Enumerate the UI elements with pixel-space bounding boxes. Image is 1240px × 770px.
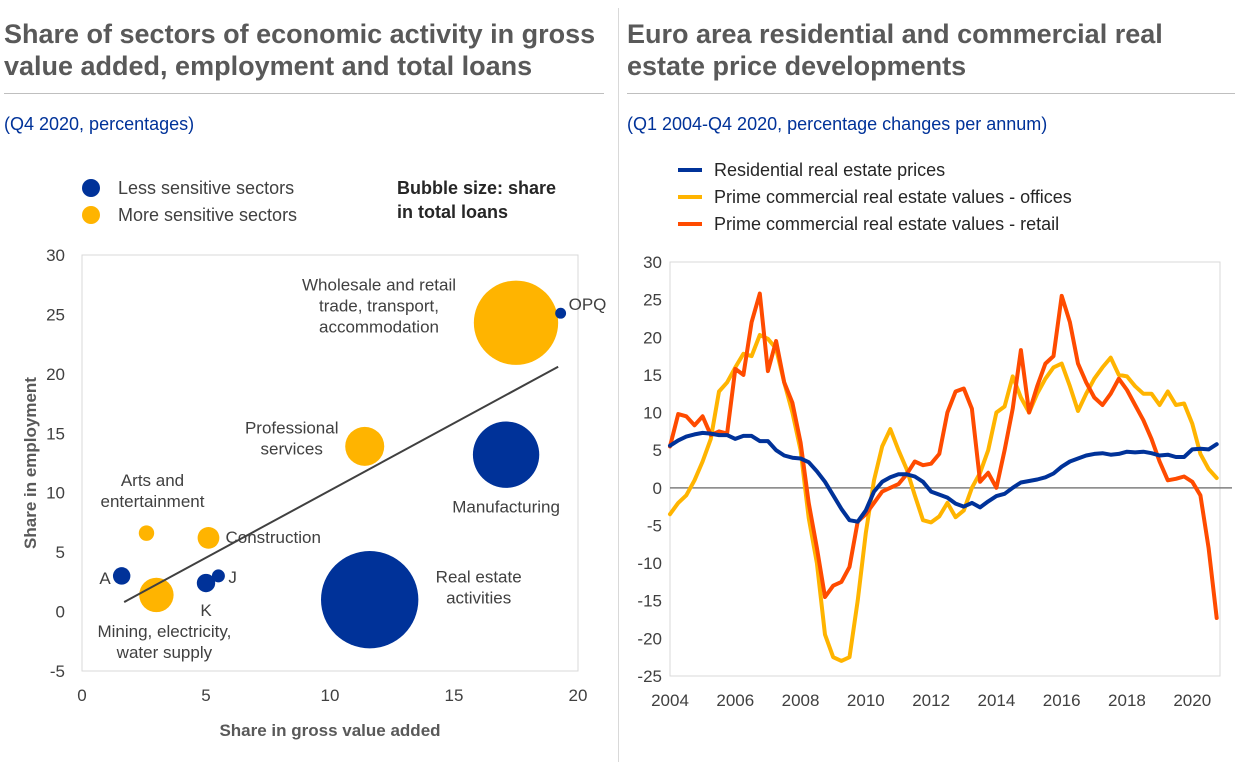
- left-title-line-2: value added, employment and total loans: [4, 51, 533, 81]
- line-x-tick-label: 2008: [782, 691, 820, 710]
- legend-label-less-sensitive: Less sensitive sectors: [118, 178, 294, 198]
- bubble-y-tick-label: -5: [50, 662, 65, 681]
- right-title-line-2: estate price developments: [627, 51, 967, 81]
- bubble-label: Manufacturing: [452, 498, 560, 517]
- right-title-rule: [627, 93, 1235, 94]
- series-line-residential: [668, 430, 1219, 524]
- bubble-j: [211, 569, 225, 583]
- right-title-line-1: Euro area residential and commercial rea…: [627, 19, 1163, 49]
- bubble-construction: [197, 526, 220, 549]
- bubble-trendline: [123, 365, 559, 603]
- bubble-label: K: [200, 601, 212, 620]
- bubble-k: [196, 573, 216, 593]
- bubble-label: OPQ: [569, 295, 607, 314]
- bubble-label: Wholesale and retail trade, transport, acc…: [302, 276, 456, 337]
- series-line-retail: [668, 291, 1219, 620]
- bubble-plot-area: [81, 254, 579, 672]
- bubble-y-tick-label: 5: [56, 543, 65, 562]
- line-y-tick-label: 10: [643, 404, 662, 423]
- bubble-x-tick-label: 10: [321, 686, 340, 705]
- bubble-professional-services: [345, 426, 385, 466]
- line-y-tick-label: 15: [643, 366, 662, 385]
- legend-label-more-sensitive: More sensitive sectors: [118, 205, 297, 225]
- bubble-label: Arts and entertainment: [101, 471, 205, 511]
- left-chart-title: Share of sectors of economic activity in…: [4, 18, 595, 82]
- bubble-x-tick-label: 5: [201, 686, 210, 705]
- bubble-y-tick-label: 20: [46, 365, 65, 384]
- line-plot-area: [669, 261, 1221, 677]
- bubble-size-note-line-1: Bubble size: share: [397, 178, 556, 198]
- line-x-tick-label: 2010: [847, 691, 885, 710]
- line-x-tick-label: 2012: [912, 691, 950, 710]
- line-x-tick-label: 2016: [1043, 691, 1081, 710]
- legend-label-retail: Prime commercial real estate values - re…: [714, 214, 1059, 234]
- panel-divider: [618, 8, 619, 762]
- bubble-x-axis-label: Share in gross value added: [219, 721, 440, 740]
- left-title-rule: [4, 93, 604, 94]
- bubble-x-tick-label: 15: [445, 686, 464, 705]
- bubble-wholesale-and-retail-trade-transport-accommodation: [473, 280, 559, 365]
- series-line-offices: [668, 333, 1219, 663]
- right-chart-title: Euro area residential and commercial rea…: [627, 18, 1163, 82]
- bubble-real-estate-activities: [320, 551, 419, 649]
- bubble-label: J: [228, 568, 237, 587]
- left-title-line-1: Share of sectors of economic activity in…: [4, 19, 596, 49]
- bubble-opq: [555, 307, 567, 319]
- bubble-label: Mining, electricity, water supply: [97, 622, 231, 662]
- line-y-tick-label: 5: [653, 441, 662, 460]
- line-x-tick-label: 2006: [716, 691, 754, 710]
- bubble-x-tick-label: 20: [569, 686, 588, 705]
- line-y-tick-label: 0: [653, 479, 662, 498]
- line-y-tick-label: 30: [643, 253, 662, 272]
- bubble-y-tick-label: 0: [56, 603, 65, 622]
- bubble-size-note-line-2: in total loans: [397, 202, 508, 222]
- line-x-tick-label: 2018: [1108, 691, 1146, 710]
- line-y-tick-label: 25: [643, 291, 662, 310]
- line-x-tick-label: 2004: [651, 691, 689, 710]
- right-chart-subtitle: (Q1 2004-Q4 2020, percentage changes per…: [627, 114, 1048, 134]
- bubble-y-axis-label: Share in employment: [21, 377, 40, 549]
- bubble-label: Professional services: [245, 418, 339, 458]
- bubble-y-tick-label: 15: [46, 424, 65, 443]
- bubble-x-tick-label: 0: [77, 686, 86, 705]
- line-y-tick-label: -25: [637, 667, 662, 686]
- legend-marker-more-sensitive: [82, 206, 100, 224]
- legend-label-residential: Residential real estate prices: [714, 160, 945, 180]
- line-y-tick-label: 20: [643, 328, 662, 347]
- bubble-y-tick-label: 10: [46, 484, 65, 503]
- line-y-tick-label: -20: [637, 629, 662, 648]
- bubble-y-tick-label: 30: [46, 246, 65, 265]
- bubble-arts-and-entertainment: [138, 525, 155, 541]
- bubble-legend: Less sensitive sectors More sensitive se…: [82, 178, 556, 225]
- line-y-tick-label: -10: [637, 554, 662, 573]
- bubble-chart: Less sensitive sectors More sensitive se…: [21, 178, 607, 740]
- bubble-y-tick-label: 25: [46, 305, 65, 324]
- bubble-label: Real estate activities: [436, 568, 522, 608]
- line-x-tick-label: 2014: [977, 691, 1015, 710]
- bubble-label: A: [99, 569, 111, 588]
- legend-label-offices: Prime commercial real estate values - of…: [714, 187, 1072, 207]
- line-legend: Residential real estate prices Prime comm…: [678, 160, 1072, 234]
- line-y-tick-label: -15: [637, 592, 662, 611]
- bubble-a: [112, 567, 131, 585]
- bubble-mining-electricity-water-supply: [139, 577, 174, 613]
- legend-marker-less-sensitive: [82, 179, 100, 197]
- bubble-label: Construction: [225, 528, 320, 547]
- line-x-tick-label: 2020: [1173, 691, 1211, 710]
- bubble-manufacturing: [472, 421, 540, 488]
- line-y-tick-label: -5: [647, 516, 662, 535]
- left-chart-subtitle: (Q4 2020, percentages): [4, 114, 195, 134]
